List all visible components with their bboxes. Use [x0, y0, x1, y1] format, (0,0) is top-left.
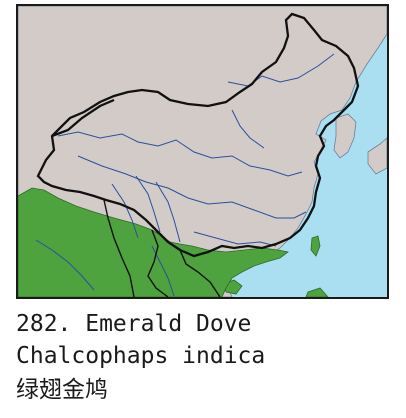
country-border [147, 229, 169, 297]
map-svg [18, 6, 387, 297]
river [111, 183, 139, 239]
river [77, 155, 307, 219]
rivers [35, 53, 335, 297]
taiwan-island [310, 235, 321, 257]
river [155, 181, 181, 243]
river [135, 175, 161, 233]
range-map [16, 4, 389, 299]
river [193, 231, 277, 247]
korea-peninsula [333, 113, 357, 159]
river [231, 109, 265, 149]
scientific-name: Chalcophaps indica [16, 343, 266, 369]
country-border [51, 98, 115, 138]
japan-island [367, 137, 387, 175]
species-range [18, 187, 289, 297]
country-border [103, 199, 135, 297]
country-border [179, 249, 221, 297]
species-number-and-common-name: 282. Emerald Dove [16, 311, 252, 337]
chinese-name: 绿翅金鸠 [16, 377, 108, 403]
river [35, 239, 95, 291]
luzon-island [305, 287, 329, 297]
river [57, 131, 303, 177]
country-border [36, 12, 360, 258]
